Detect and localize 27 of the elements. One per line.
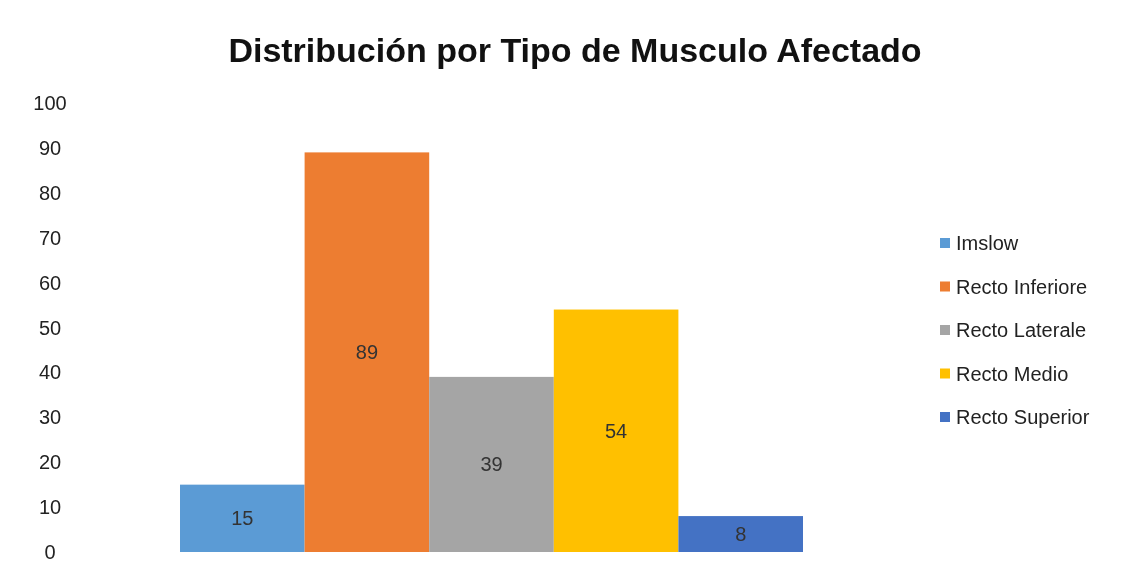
bar (678, 516, 803, 552)
y-tick-label: 70 (38, 226, 62, 249)
legend-label: Recto Superior (956, 406, 1090, 428)
data-label: 89 (355, 341, 379, 364)
legend-label: Recto Laterale (956, 319, 1087, 341)
data-label: 54 (604, 419, 628, 442)
bar (429, 376, 554, 552)
y-tick-label: 80 (38, 181, 62, 204)
legend-label: Recto Medio (956, 362, 1069, 385)
legend-label: Imslow (956, 232, 1019, 254)
y-tick-label: 90 (38, 136, 62, 159)
y-tick-label: 30 (38, 406, 62, 429)
data-label: 8 (735, 523, 747, 546)
y-tick-label: 0 (44, 541, 56, 563)
y-tick-label: 100 (33, 92, 67, 114)
legend-label: Recto Inferiore (956, 275, 1088, 298)
chart-title: Distribución por Tipo de Musculo Afectado (228, 31, 922, 69)
y-tick-label: 40 (38, 361, 62, 384)
data-label: 39 (480, 453, 503, 476)
data-label: 15 (231, 507, 254, 530)
bar (304, 152, 430, 552)
y-tick-label: 60 (38, 271, 62, 294)
y-tick-label: 50 (38, 316, 62, 339)
y-tick-label: 10 (38, 496, 62, 519)
bar (553, 309, 679, 552)
y-tick-label: 20 (38, 451, 62, 474)
bar (180, 484, 305, 552)
